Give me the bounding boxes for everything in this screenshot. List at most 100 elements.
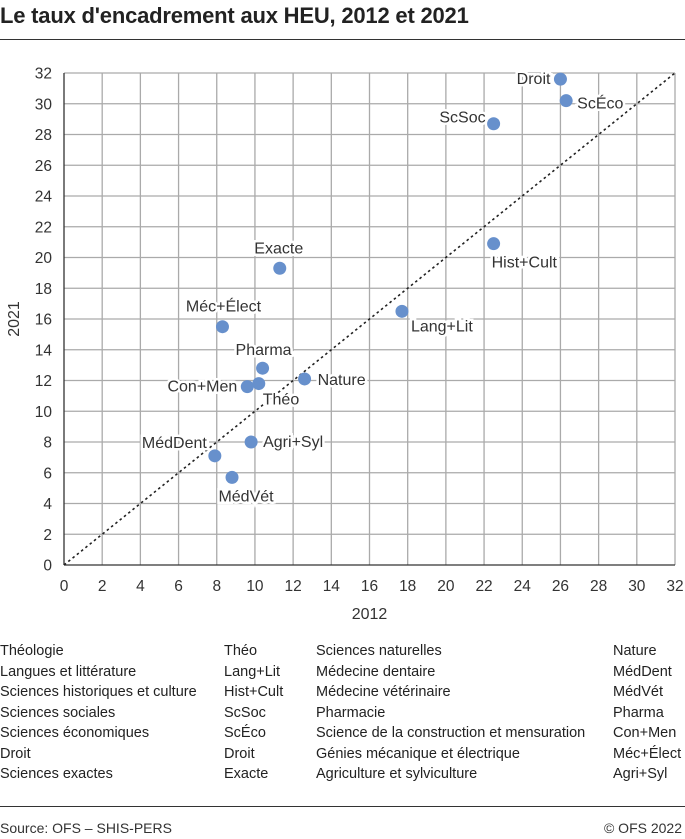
x-tick-label: 10 <box>246 578 264 595</box>
point-label: Exacte <box>254 240 303 257</box>
data-point <box>215 320 229 334</box>
y-tick-label: 24 <box>35 189 53 206</box>
legend-item-name: Sciences sociales <box>0 704 116 721</box>
data-point <box>553 72 567 86</box>
x-tick-label: 18 <box>399 578 416 595</box>
point-label: Droit <box>517 71 551 88</box>
data-point <box>487 117 501 131</box>
x-tick-label: 24 <box>514 578 532 595</box>
point-label: Hist+Cult <box>492 255 558 272</box>
y-tick-label: 22 <box>35 219 52 236</box>
x-tick-label: 32 <box>666 578 683 595</box>
data-point <box>395 304 409 318</box>
legend-item-name: Sciences économiques <box>0 725 150 741</box>
data-point <box>208 449 222 463</box>
data-point <box>240 380 254 394</box>
y-tick-label: 14 <box>35 342 53 359</box>
legend-names-left: Théologie Langues et littérature Sciences … <box>0 641 197 785</box>
y-axis-label: 2021 <box>6 301 23 337</box>
legend-item-abbr: MédDent <box>613 663 672 680</box>
y-tick-label: 20 <box>35 250 53 267</box>
legend-item-abbr: Droit <box>224 745 255 762</box>
legend-item-abbr: ScÉco <box>224 725 266 741</box>
x-axis-label: 2012 <box>352 606 388 623</box>
legend-item-abbr: MédVét <box>613 684 663 700</box>
legend-item-abbr: Théo <box>224 643 258 659</box>
x-tick-label: 28 <box>590 578 607 595</box>
legend-item-abbr: Méc+Élect <box>613 745 682 762</box>
legend-item-abbr: ScSoc <box>224 704 266 721</box>
x-tick-label: 2 <box>98 578 107 595</box>
legend-item-name: Médecine dentaire <box>316 663 436 680</box>
legend-item-name: Pharmacie <box>316 704 386 721</box>
y-tick-label: 26 <box>35 158 52 175</box>
y-tick-label: 32 <box>35 66 52 83</box>
y-tick-label: 16 <box>35 312 52 329</box>
x-tick-label: 8 <box>212 578 221 595</box>
y-tick-label: 12 <box>35 373 52 390</box>
x-tick-label: 26 <box>552 578 569 595</box>
data-point <box>559 94 573 108</box>
legend-names-right: Sciences naturelles Médecine dentaire Méde… <box>316 641 585 785</box>
point-label: ScÉco <box>577 94 623 113</box>
x-tick-label: 22 <box>475 578 492 595</box>
point-label: Pharma <box>236 342 292 359</box>
title-rule <box>0 39 685 40</box>
x-tick-label: 0 <box>60 578 69 595</box>
point-label: Lang+Lit <box>411 318 473 335</box>
legend-item-name: Médecine vétérinaire <box>316 684 451 700</box>
y-tick-label: 30 <box>35 96 53 113</box>
legend-item-name: Sciences historiques et culture <box>0 684 197 700</box>
point-label: MédDent <box>142 435 207 452</box>
legend-item-abbr: Nature <box>613 643 657 659</box>
x-tick-label: 6 <box>174 578 183 595</box>
point-label: MédVét <box>218 488 274 505</box>
x-tick-label: 20 <box>437 578 455 595</box>
y-tick-label: 2 <box>43 527 52 544</box>
legend-item-name: Sciences naturelles <box>316 643 442 659</box>
data-point <box>244 435 258 449</box>
data-point <box>273 261 287 275</box>
data-point <box>225 470 239 484</box>
point-label: Théo <box>263 392 300 409</box>
legend-item-name: Agriculture et sylviculture <box>316 766 478 782</box>
legend-item-name: Science de la construction et mensuratio… <box>316 725 586 741</box>
scatter-chart: 0 2 4 6 8 10 12 14 16 18 20 22 24 26 28 30 3202468101214… <box>6 66 684 624</box>
legend-item-abbr: Pharma <box>613 704 664 721</box>
y-tick-label: 18 <box>35 281 52 298</box>
data-point <box>252 377 266 391</box>
data-point <box>256 361 270 375</box>
data-point <box>487 237 501 251</box>
legend-item-name: Théologie <box>0 643 64 659</box>
source-note: Source: OFS – SHIS-PERS <box>0 820 172 836</box>
copyright: © OFS 2022 <box>603 820 682 836</box>
point-label: Agri+Syl <box>263 434 323 451</box>
x-tick-label: 4 <box>136 578 145 595</box>
y-tick-label: 6 <box>43 465 52 482</box>
legend-item-name: Génies mécanique et électrique <box>316 745 520 762</box>
legend-item-name: Droit <box>0 745 31 762</box>
chart-title: Le taux d'encadrement aux HEU, 2012 et 2… <box>0 3 469 28</box>
y-tick-label: 4 <box>43 496 52 513</box>
x-tick-label: 14 <box>323 578 341 595</box>
x-tick-label: 30 <box>628 578 646 595</box>
point-label: Méc+Élect <box>186 297 262 316</box>
legend-item-abbr: Hist+Cult <box>224 684 284 700</box>
diagonal-reference-line <box>63 72 676 566</box>
y-tick-label: 0 <box>43 558 52 575</box>
legend-abbr-left: Théo Lang+Lit Hist+Cult ScSoc ScÉco Droit Exac… <box>224 641 283 785</box>
legend-item-abbr: Con+Men <box>613 725 677 741</box>
point-label: Con+Men <box>167 379 237 396</box>
point-label: ScSoc <box>439 110 485 127</box>
legend-item-abbr: Agri+Syl <box>613 766 668 782</box>
x-tick-label: 16 <box>361 578 378 595</box>
legend-abbr-right: Nature MédDent MédVét Pharma Con+Men Méc+Élec… <box>613 641 681 785</box>
x-tick-label: 12 <box>285 578 302 595</box>
legend-item-name: Langues et littérature <box>0 663 137 680</box>
y-tick-label: 28 <box>35 127 52 144</box>
y-tick-label: 8 <box>43 435 52 452</box>
footer-rule <box>0 806 685 807</box>
y-tick-label: 10 <box>35 404 53 421</box>
data-point <box>298 372 312 386</box>
legend-item-abbr: Lang+Lit <box>224 663 281 680</box>
